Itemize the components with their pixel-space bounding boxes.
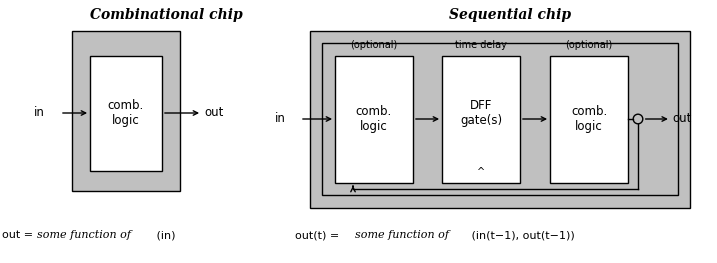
Text: ^: ^ bbox=[477, 167, 485, 177]
Text: out: out bbox=[204, 107, 224, 119]
Text: comb.
logic: comb. logic bbox=[356, 105, 392, 133]
Text: comb.
logic: comb. logic bbox=[108, 99, 144, 127]
Bar bbox=[550, 56, 628, 183]
Text: Combinational chip: Combinational chip bbox=[90, 8, 243, 22]
Bar bbox=[310, 31, 690, 208]
Text: DFF
gate(s): DFF gate(s) bbox=[460, 99, 502, 127]
Text: (optional): (optional) bbox=[566, 40, 612, 50]
Text: out: out bbox=[673, 113, 692, 125]
Text: some function of: some function of bbox=[37, 230, 131, 240]
Text: (optional): (optional) bbox=[351, 40, 398, 50]
Bar bbox=[335, 56, 413, 183]
Text: (in): (in) bbox=[153, 230, 176, 240]
Text: out(t) =: out(t) = bbox=[295, 230, 343, 240]
Bar bbox=[442, 56, 520, 183]
Text: time delay: time delay bbox=[455, 40, 507, 50]
Text: in: in bbox=[275, 113, 286, 125]
Text: Sequential chip: Sequential chip bbox=[449, 8, 571, 22]
Text: out =: out = bbox=[2, 230, 37, 240]
Bar bbox=[322, 43, 678, 195]
Bar bbox=[72, 31, 180, 191]
Bar bbox=[90, 56, 162, 171]
Text: (in(t−1), out(t−1)): (in(t−1), out(t−1)) bbox=[468, 230, 575, 240]
Text: comb.
logic: comb. logic bbox=[571, 105, 607, 133]
Text: in: in bbox=[34, 107, 45, 119]
Text: some function of: some function of bbox=[355, 230, 449, 240]
